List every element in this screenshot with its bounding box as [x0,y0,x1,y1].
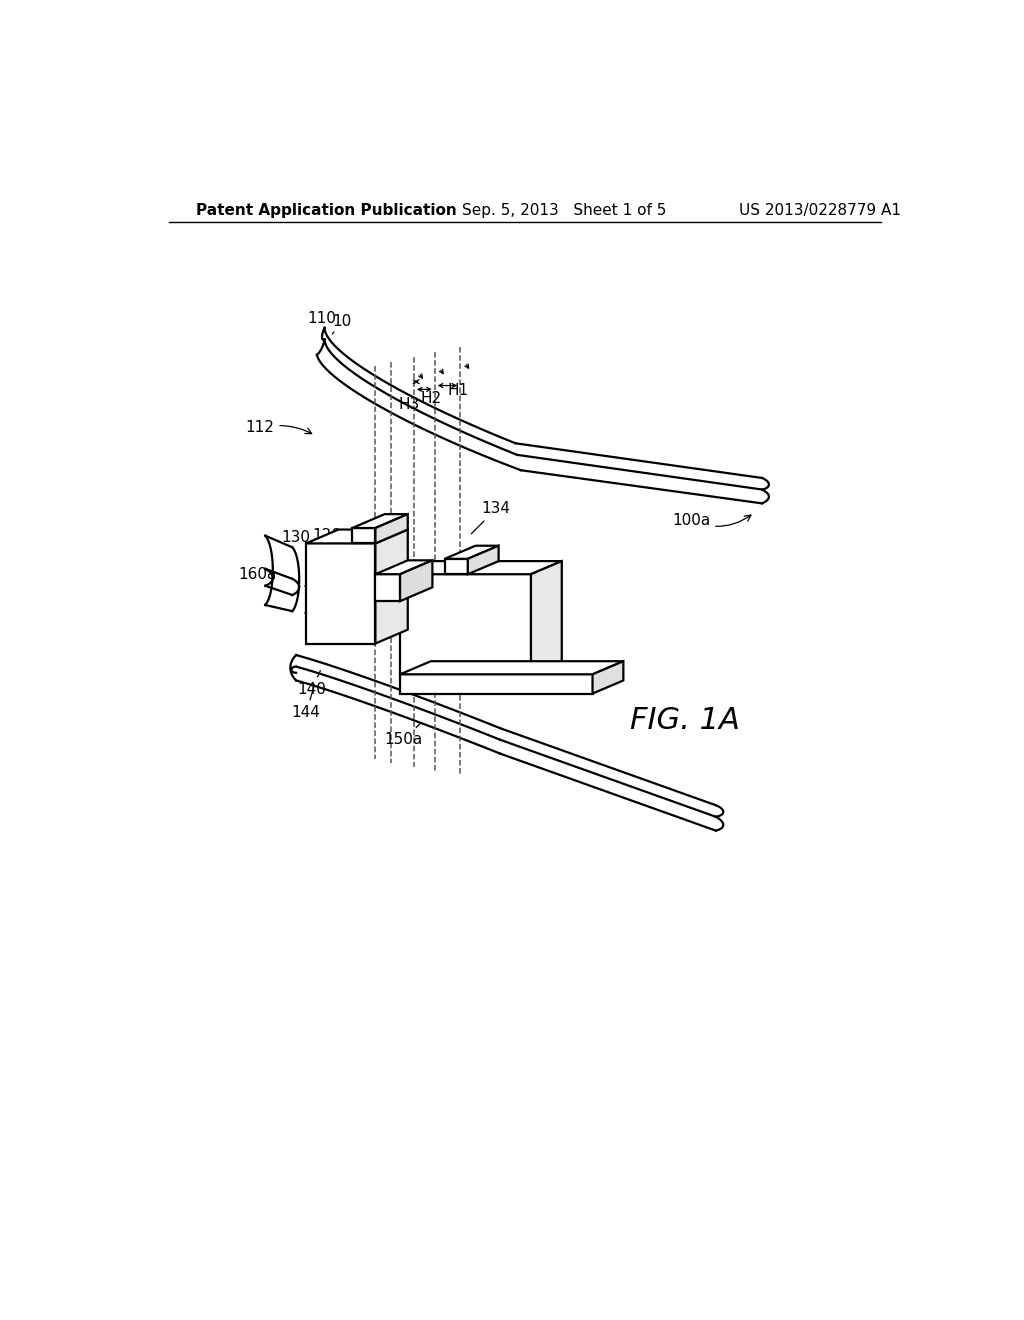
Text: FIG. 1A: FIG. 1A [630,706,740,735]
Polygon shape [352,515,408,528]
Text: 112: 112 [246,420,311,436]
Text: Sep. 5, 2013   Sheet 1 of 5: Sep. 5, 2013 Sheet 1 of 5 [462,203,666,218]
Text: 10: 10 [333,314,352,334]
Polygon shape [444,545,499,558]
Polygon shape [306,544,376,644]
Polygon shape [400,561,562,574]
Polygon shape [376,574,400,601]
Polygon shape [400,574,531,675]
Polygon shape [376,515,408,544]
Polygon shape [376,561,432,574]
Text: 130: 130 [282,529,311,549]
Text: 110: 110 [307,312,336,331]
Text: 100a: 100a [672,512,751,528]
Text: D: D [359,525,372,541]
Text: 114: 114 [488,601,521,620]
Text: H1: H1 [447,383,468,399]
Text: H3: H3 [398,397,420,412]
Text: 124: 124 [382,515,411,529]
Text: 120: 120 [312,528,351,548]
Text: Patent Application Publication: Patent Application Publication [196,203,457,218]
Text: H4: H4 [314,591,335,606]
Polygon shape [376,529,408,644]
Text: 160a: 160a [239,566,276,582]
Polygon shape [352,528,376,544]
Polygon shape [306,529,408,544]
Text: 140: 140 [297,671,326,697]
Text: 134: 134 [471,502,511,533]
Text: 144: 144 [292,685,321,721]
Text: US 2013/0228779 A1: US 2013/0228779 A1 [739,203,901,218]
Polygon shape [400,661,624,675]
Polygon shape [400,675,593,693]
Polygon shape [468,545,499,574]
Polygon shape [400,561,432,601]
Polygon shape [531,561,562,675]
Polygon shape [444,558,468,574]
Polygon shape [593,661,624,693]
Text: H2: H2 [420,391,441,407]
Text: 150a: 150a [385,722,423,747]
